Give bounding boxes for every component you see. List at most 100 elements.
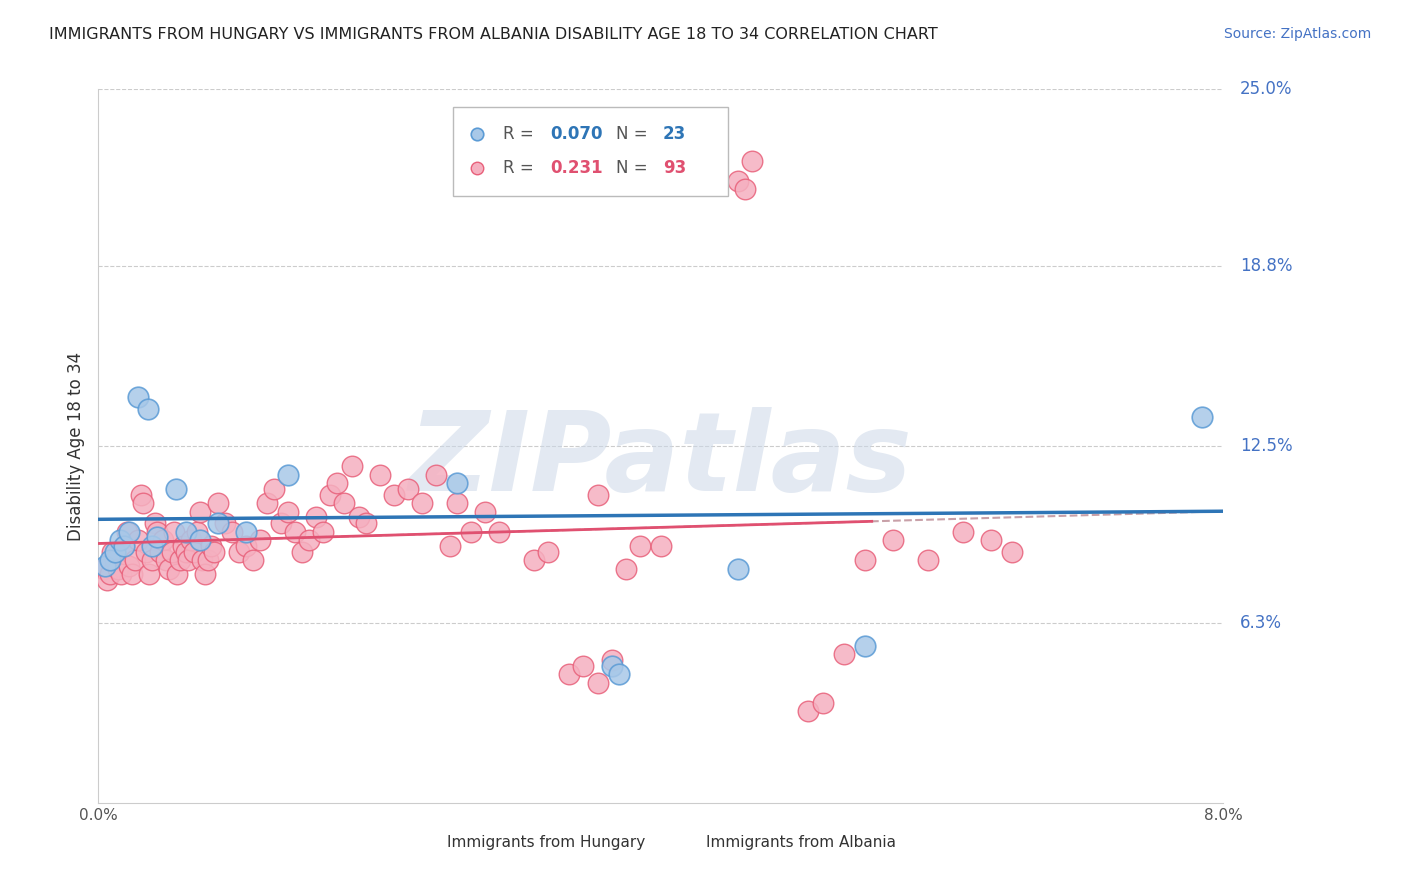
Point (284, 524, 307, 539)
FancyBboxPatch shape (453, 107, 728, 196)
Text: 18.8%: 18.8% (1240, 257, 1292, 275)
Point (141, 553, 163, 567)
Point (488, 524, 510, 539)
Point (132, 496, 155, 510)
Point (141, 539, 163, 553)
Text: ZIPatlas: ZIPatlas (409, 407, 912, 514)
Point (586, 676, 609, 690)
Point (340, 458, 363, 473)
Point (917, 553, 939, 567)
Point (107, 562, 129, 576)
Text: Source: ZipAtlas.com: Source: ZipAtlas.com (1223, 27, 1371, 41)
Point (882, 533, 904, 548)
Point (832, 648, 855, 662)
Point (202, 544, 225, 558)
Point (474, 505, 496, 519)
Point (277, 505, 299, 519)
Point (155, 553, 177, 567)
Point (523, 553, 546, 567)
Point (146, 524, 169, 539)
Point (952, 524, 974, 539)
Point (186, 524, 208, 539)
Point (221, 524, 243, 539)
Point (572, 658, 595, 673)
Point (586, 487, 609, 501)
Point (727, 562, 749, 576)
Point (191, 553, 214, 567)
Y-axis label: Disability Age 18 to 34: Disability Age 18 to 34 (66, 351, 84, 541)
Point (368, 467, 391, 482)
Point (165, 482, 187, 496)
Text: IMMIGRANTS FROM HUNGARY VS IMMIGRANTS FROM ALBANIA DISABILITY AGE 18 TO 34 CORRE: IMMIGRANTS FROM HUNGARY VS IMMIGRANTS FR… (49, 27, 938, 42)
Text: Immigrants from Albania: Immigrants from Albania (706, 835, 896, 849)
Point (312, 524, 335, 539)
Text: Immigrants from Hungary: Immigrants from Hungary (447, 835, 645, 849)
Point (174, 524, 197, 539)
Point (228, 544, 250, 558)
Point (135, 544, 157, 558)
Point (121, 567, 143, 582)
Point (197, 553, 219, 567)
Point (741, 153, 763, 168)
Text: 25.0%: 25.0% (1240, 80, 1292, 98)
Point (319, 487, 342, 501)
Point (811, 696, 834, 710)
Point (277, 467, 299, 482)
Point (446, 476, 468, 491)
Point (797, 705, 820, 719)
Point (354, 516, 377, 530)
Point (104, 544, 127, 558)
Point (93, 562, 115, 576)
Point (263, 482, 285, 496)
Point (326, 476, 349, 491)
Point (650, 539, 672, 553)
Text: R =: R = (503, 125, 540, 143)
Point (411, 496, 433, 510)
Point (188, 533, 211, 548)
Point (115, 524, 138, 539)
Point (138, 567, 160, 582)
Point (235, 524, 257, 539)
Point (94, 558, 117, 573)
Point (607, 667, 630, 681)
Point (127, 533, 149, 548)
Point (382, 487, 405, 501)
Point (112, 539, 135, 553)
Text: N =: N = (616, 125, 652, 143)
Point (333, 496, 356, 510)
Point (537, 544, 560, 558)
Point (249, 533, 271, 548)
Point (1191, 410, 1213, 425)
Point (166, 567, 188, 582)
Point (396, 482, 419, 496)
Text: 12.5%: 12.5% (1240, 437, 1292, 455)
Point (600, 658, 623, 673)
Point (628, 539, 651, 553)
Point (143, 516, 166, 530)
Point (110, 567, 132, 582)
Point (98, 553, 121, 567)
Point (149, 544, 172, 558)
Point (235, 539, 257, 553)
Point (853, 553, 876, 567)
Point (305, 510, 328, 524)
Text: 23: 23 (664, 125, 686, 143)
Point (172, 539, 194, 553)
Text: 0.231: 0.231 (551, 159, 603, 177)
Point (853, 639, 876, 653)
Text: 93: 93 (664, 159, 686, 177)
Point (980, 533, 1002, 548)
Point (180, 533, 202, 548)
Point (586, 168, 609, 182)
Point (157, 562, 180, 576)
Point (256, 496, 278, 510)
Point (207, 516, 229, 530)
Point (600, 653, 623, 667)
Point (101, 544, 124, 558)
Point (108, 533, 131, 548)
Point (169, 553, 191, 567)
Point (425, 467, 447, 482)
Point (118, 558, 141, 573)
Point (200, 539, 222, 553)
Point (242, 553, 264, 567)
